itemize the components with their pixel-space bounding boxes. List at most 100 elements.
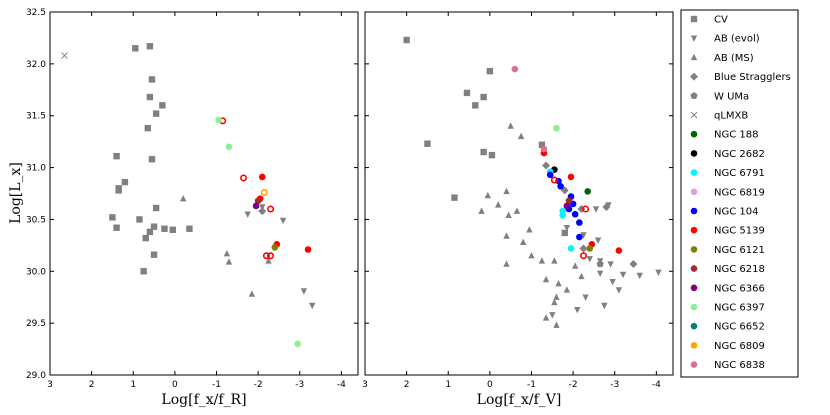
x-axis-label: Log[f_x/f_R] xyxy=(161,392,246,408)
legend-label: qLMXB xyxy=(714,111,748,122)
data-point xyxy=(146,43,154,50)
data-point xyxy=(505,211,512,218)
data-point xyxy=(150,251,158,258)
data-point xyxy=(553,321,560,328)
legend-marker xyxy=(690,111,698,119)
panel-right: 3 2 1 0 -1 -2 -3 -4 Log[f_x/f_V] xyxy=(362,11,674,408)
legend-marker xyxy=(690,303,698,311)
data-point xyxy=(607,261,614,268)
data-point xyxy=(267,252,275,260)
data-point xyxy=(161,225,168,232)
legend-label: W UMa xyxy=(714,91,749,102)
data-point xyxy=(655,269,662,277)
data-point xyxy=(136,216,143,223)
data-point xyxy=(574,306,581,314)
legend-marker xyxy=(690,207,698,215)
data-point xyxy=(159,102,166,109)
data-point xyxy=(150,223,158,230)
legend-label: NGC 6838 xyxy=(714,360,765,371)
legend-label: NGC 6218 xyxy=(714,264,765,275)
data-point xyxy=(615,247,623,254)
legend-marker xyxy=(690,284,698,292)
y-tick-label: 31.5 xyxy=(26,112,46,122)
legend-box xyxy=(680,9,799,378)
data-point xyxy=(549,312,556,319)
data-point xyxy=(586,245,594,252)
data-point xyxy=(594,237,602,244)
x-tick-label: -2 xyxy=(254,380,263,390)
data-point xyxy=(567,173,575,181)
data-point xyxy=(463,89,471,97)
x-tick-label: 3 xyxy=(47,380,53,390)
legend-label: NGC 6366 xyxy=(714,283,765,294)
legend-marker xyxy=(690,361,698,368)
data-point xyxy=(472,102,479,109)
x-tick-label: 0 xyxy=(487,380,493,390)
legend-label: CV xyxy=(714,15,728,26)
data-point xyxy=(113,152,120,160)
data-point xyxy=(602,202,611,211)
legend-label: NGC 6121 xyxy=(714,245,765,256)
data-point xyxy=(563,225,571,232)
legend-label: NGC 188 xyxy=(714,130,758,141)
x-tick-label: -4 xyxy=(652,380,661,390)
data-point xyxy=(451,194,458,201)
data-point xyxy=(519,238,527,245)
data-point xyxy=(121,178,129,186)
data-point xyxy=(271,244,279,251)
data-point xyxy=(511,65,519,73)
data-point xyxy=(152,204,160,212)
data-point xyxy=(528,252,535,259)
data-point xyxy=(254,197,262,205)
x-tick-label: -1 xyxy=(527,380,536,390)
legend-marker xyxy=(690,72,698,81)
legend-label: Blue Stragglers xyxy=(714,72,791,83)
data-point xyxy=(561,229,568,237)
data-point xyxy=(61,52,68,59)
data-point xyxy=(279,217,287,225)
data-point xyxy=(146,93,154,101)
plot-frame xyxy=(364,11,674,376)
data-point xyxy=(517,132,525,140)
legend-marker xyxy=(690,322,698,330)
x-axis-label: Log[f_x/f_V] xyxy=(477,392,562,408)
legend-label: NGC 2682 xyxy=(714,149,765,160)
data-point xyxy=(629,260,638,269)
data-point xyxy=(142,234,149,242)
data-point xyxy=(132,45,139,52)
data-point xyxy=(636,272,643,280)
data-point xyxy=(586,256,593,263)
data-point xyxy=(403,36,410,44)
legend-label: NGC 5139 xyxy=(714,226,765,237)
data-point xyxy=(148,76,156,83)
data-point xyxy=(592,206,600,213)
y-tick-label: 32.5 xyxy=(26,8,46,18)
data-point xyxy=(248,290,256,297)
data-point xyxy=(267,205,275,213)
data-point xyxy=(601,302,608,310)
data-point xyxy=(115,187,122,194)
data-point xyxy=(252,202,260,210)
data-point xyxy=(503,260,510,267)
data-point xyxy=(576,233,583,241)
data-point xyxy=(563,202,571,210)
legend-marker xyxy=(690,130,698,138)
data-point xyxy=(538,257,546,264)
x-tick-label: -3 xyxy=(610,380,619,390)
x-tick-label: 2 xyxy=(404,380,410,390)
x-tick-label: -4 xyxy=(337,380,346,390)
data-point xyxy=(478,207,485,214)
data-point xyxy=(563,286,571,293)
data-point xyxy=(559,211,567,219)
y-axis-label: Log[L_x] xyxy=(8,162,24,224)
data-point xyxy=(225,143,233,151)
data-point xyxy=(486,67,494,75)
data-point xyxy=(555,280,562,287)
data-point xyxy=(186,225,193,232)
data-point xyxy=(480,148,487,156)
data-point xyxy=(265,257,272,264)
legend-label: AB (evol) xyxy=(714,34,760,45)
data-point xyxy=(615,287,623,294)
data-point xyxy=(258,207,267,216)
